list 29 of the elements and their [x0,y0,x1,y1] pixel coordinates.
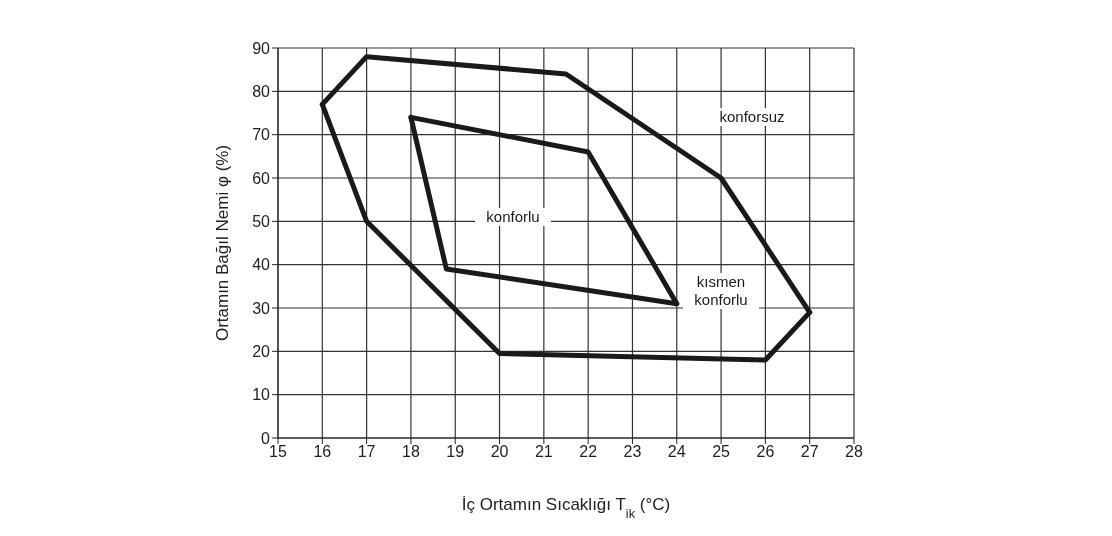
y-axis-title: Ortamın Bağıl Nemi φ (%) [213,144,232,342]
x-axis-title: İç Ortamın Sıcaklığı T$_{ik}$ (°C) [461,495,671,521]
x-tick-label: 28 [845,443,863,461]
annotation: konforsuz [714,108,790,126]
y-tick-label: 0 [261,429,271,447]
y-tick-label: 70 [252,126,271,144]
x-tick-label: 18 [402,443,420,461]
y-tick-label: 90 [252,39,271,57]
y-tick-label: 10 [252,386,271,404]
x-tick-label: 25 [712,443,731,461]
y-tick-label: 80 [252,83,271,101]
y-tick-label: 20 [252,343,271,361]
x-tick-label: 23 [623,443,642,461]
x-tick-label: 16 [313,443,332,461]
x-tick-label: 17 [357,443,376,461]
x-tick-label: 22 [579,443,598,461]
x-tick-label: 27 [800,443,819,461]
y-tick-label: 30 [252,299,271,317]
y-tick-label: 60 [252,169,271,187]
x-tick-label: 19 [446,443,465,461]
x-tick-label: 15 [269,443,287,461]
x-tick-label: 21 [534,443,553,461]
annotation: konforlu [475,208,551,226]
y-tick-label: 50 [252,213,271,231]
annotation: kısmen konforlu [683,273,759,309]
x-tick-label: 24 [667,443,686,461]
y-tick-label: 40 [252,256,271,274]
x-tick-label: 26 [756,443,775,461]
x-tick-label: 20 [490,443,509,461]
